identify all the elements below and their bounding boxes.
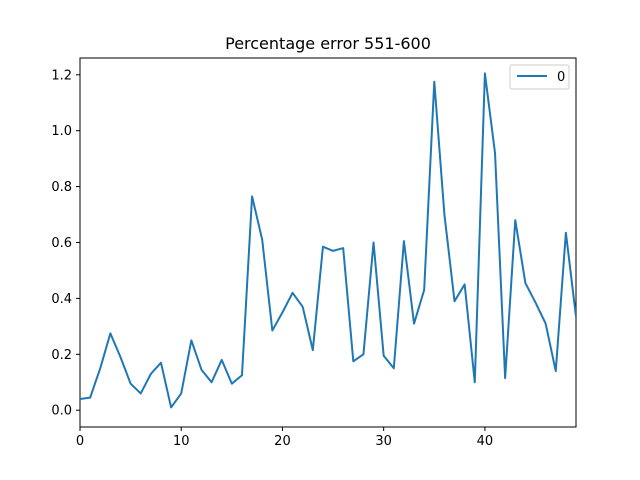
- data-point: [565, 232, 566, 233]
- data-point: [474, 382, 475, 383]
- data-point: [150, 373, 151, 374]
- x-tick-label: 10: [173, 434, 190, 449]
- y-tick-label: 0.4: [51, 292, 72, 307]
- data-point: [535, 302, 536, 303]
- data-point: [110, 333, 111, 334]
- data-point: [525, 283, 526, 284]
- data-point: [90, 397, 91, 398]
- data-point: [262, 239, 263, 240]
- chart-title: Percentage error 551-600: [225, 34, 431, 53]
- data-point: [272, 330, 273, 331]
- data-point: [322, 246, 323, 247]
- data-point: [241, 375, 242, 376]
- legend: 0: [509, 64, 570, 90]
- data-point: [120, 357, 121, 358]
- y-tick-label: 0.6: [51, 236, 72, 251]
- data-point: [302, 306, 303, 307]
- data-point: [130, 383, 131, 384]
- data-point: [424, 290, 425, 291]
- data-point: [515, 220, 516, 221]
- series-line-0: [80, 72, 576, 409]
- data-point: [191, 340, 192, 341]
- data-point: [312, 350, 313, 351]
- data-point: [140, 393, 141, 394]
- y-tick-label: 0.0: [51, 404, 72, 419]
- data-point: [201, 369, 202, 370]
- data-point: [403, 241, 404, 242]
- data-point: [343, 248, 344, 249]
- data-point: [464, 284, 465, 285]
- data-point: [363, 354, 364, 355]
- axis-ticks: 0 10 20 30 40 0.0 0.2 0.4 0.6 0.8 1.0 1.2: [51, 68, 493, 449]
- data-point: [545, 323, 546, 324]
- data-point: [484, 73, 485, 74]
- data-point: [576, 316, 577, 317]
- legend-label: 0: [557, 70, 565, 85]
- y-tick-label: 1.2: [51, 68, 72, 83]
- data-point: [160, 362, 161, 363]
- y-tick-label: 0.2: [51, 348, 72, 363]
- data-point: [282, 312, 283, 313]
- data-point: [292, 292, 293, 293]
- data-point: [454, 301, 455, 302]
- data-point: [221, 359, 222, 360]
- x-tick-label: 20: [274, 434, 291, 449]
- data-point: [353, 361, 354, 362]
- y-tick-label: 0.8: [51, 180, 72, 195]
- x-tick-label: 30: [375, 434, 392, 449]
- data-point: [181, 393, 182, 394]
- data-point: [80, 399, 81, 400]
- data-point: [231, 383, 232, 384]
- data-point: [495, 153, 496, 154]
- x-tick-label: 40: [477, 434, 494, 449]
- x-tick-label: 0: [76, 434, 84, 449]
- y-tick-label: 1.0: [51, 124, 72, 139]
- data-point: [333, 250, 334, 251]
- data-point: [414, 323, 415, 324]
- data-point: [505, 378, 506, 379]
- data-point: [100, 368, 101, 369]
- data-point: [434, 81, 435, 82]
- data-point: [171, 407, 172, 408]
- data-point: [373, 242, 374, 243]
- data-point: [252, 196, 253, 197]
- data-point: [393, 368, 394, 369]
- data-point: [383, 355, 384, 356]
- data-point: [555, 371, 556, 372]
- data-point: [211, 382, 212, 383]
- data-point: [444, 214, 445, 215]
